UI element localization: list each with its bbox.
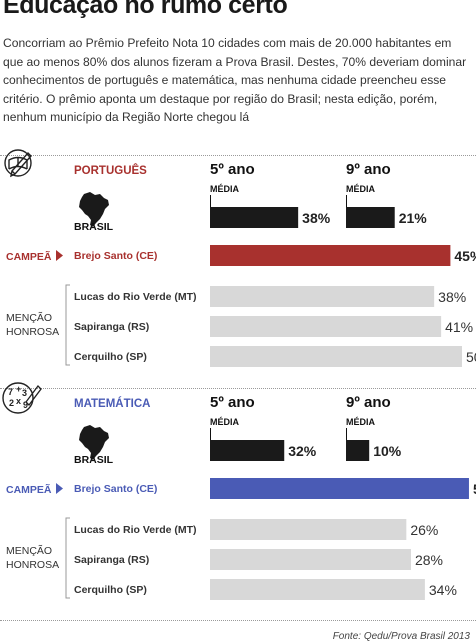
value-label: 21% xyxy=(399,210,428,226)
mencao-bracket xyxy=(65,284,70,366)
mencao-label: MENÇÃO xyxy=(6,544,52,557)
value-label: 32% xyxy=(288,443,317,459)
math-glyph: + xyxy=(16,384,21,394)
section-divider xyxy=(0,388,476,389)
campea-arrow-icon xyxy=(56,483,63,494)
subject-label: PORTUGUÊS xyxy=(74,164,147,177)
bar xyxy=(346,440,370,461)
value-label: 50% xyxy=(466,349,476,365)
bar xyxy=(346,579,425,600)
bar xyxy=(346,245,451,266)
row-label: Sapiranga (RS) xyxy=(74,554,149,566)
brazil-map-icon xyxy=(79,425,109,460)
campea-label: CAMPEÃ xyxy=(6,250,52,263)
media-label: MÉDIA xyxy=(210,417,240,427)
mencao-label: HONROSA xyxy=(6,326,59,338)
campea-label: CAMPEÃ xyxy=(6,483,52,496)
bar xyxy=(210,519,364,540)
value-label: 34% xyxy=(429,582,457,598)
value-label: 38% xyxy=(438,289,466,305)
subject-label: MATEMÁTICA xyxy=(74,397,150,410)
math-glyph: 2 xyxy=(9,398,14,408)
icon-circle xyxy=(2,382,34,414)
brasil-label: BRASIL xyxy=(74,221,114,233)
page-title: Educação no rumo certo xyxy=(3,0,288,19)
media-label: MÉDIA xyxy=(346,184,376,194)
mencao-label: MENÇÃO xyxy=(6,311,52,324)
bar xyxy=(210,207,299,228)
bar xyxy=(346,346,462,367)
bar xyxy=(210,316,366,337)
math-numbers-icon: 7 +32 x 9 xyxy=(2,382,42,414)
bar xyxy=(210,579,380,600)
row-label: Brejo Santo (CE) xyxy=(74,250,157,262)
row-label: Cerquilho (SP) xyxy=(74,351,147,363)
row-label: Lucas do Rio Verde (MT) xyxy=(74,291,197,303)
pencil-shape xyxy=(25,385,42,406)
row-label: Brejo Santo (CE) xyxy=(74,483,157,495)
mencao-bracket xyxy=(65,517,70,599)
pencil-shape xyxy=(10,151,32,178)
brasil-label: BRASIL xyxy=(74,454,114,466)
value-label: 10% xyxy=(373,443,402,459)
section-divider xyxy=(0,155,476,156)
year-label: 5º ano xyxy=(210,161,255,178)
mencao-label: HONROSA xyxy=(6,559,59,571)
year-label: 9º ano xyxy=(346,394,391,411)
media-label: MÉDIA xyxy=(346,417,376,427)
value-label: 38% xyxy=(302,210,331,226)
year-label: 9º ano xyxy=(346,161,391,178)
value-label: 41% xyxy=(445,319,473,335)
media-label: MÉDIA xyxy=(210,184,240,194)
math-glyph: 7 xyxy=(8,387,13,397)
row-label: Cerquilho (SP) xyxy=(74,584,147,596)
value-label: 26% xyxy=(410,522,438,538)
bar xyxy=(210,245,371,266)
value-label: 45% xyxy=(454,248,476,264)
row-label: Lucas do Rio Verde (MT) xyxy=(74,524,197,536)
bar xyxy=(210,478,378,499)
value-label: 53% xyxy=(473,481,476,497)
bar xyxy=(210,549,364,570)
year-label: 5º ano xyxy=(210,394,255,411)
math-glyph: x xyxy=(16,396,21,406)
intro-text: Concorriam ao Prêmio Prefeito Nota 10 ci… xyxy=(3,36,467,125)
icon-circle xyxy=(4,149,32,177)
math-glyph: 3 xyxy=(22,388,27,398)
bar xyxy=(346,286,435,307)
bar xyxy=(346,207,395,228)
bar xyxy=(346,478,469,499)
brazil-map-icon xyxy=(79,192,109,227)
bar xyxy=(210,346,380,367)
math-glyph: 9 xyxy=(23,400,28,410)
section-divider xyxy=(0,620,476,621)
bar xyxy=(210,286,371,307)
pencil-book-icon xyxy=(4,149,32,178)
bar xyxy=(346,549,411,570)
bar xyxy=(210,440,285,461)
source-note: Fonte: Qedu/Prova Brasil 2013 xyxy=(332,631,470,642)
bar xyxy=(346,519,407,540)
campea-arrow-icon xyxy=(56,250,63,261)
row-label: Sapiranga (RS) xyxy=(74,321,149,333)
value-label: 28% xyxy=(415,552,443,568)
bar xyxy=(346,316,442,337)
